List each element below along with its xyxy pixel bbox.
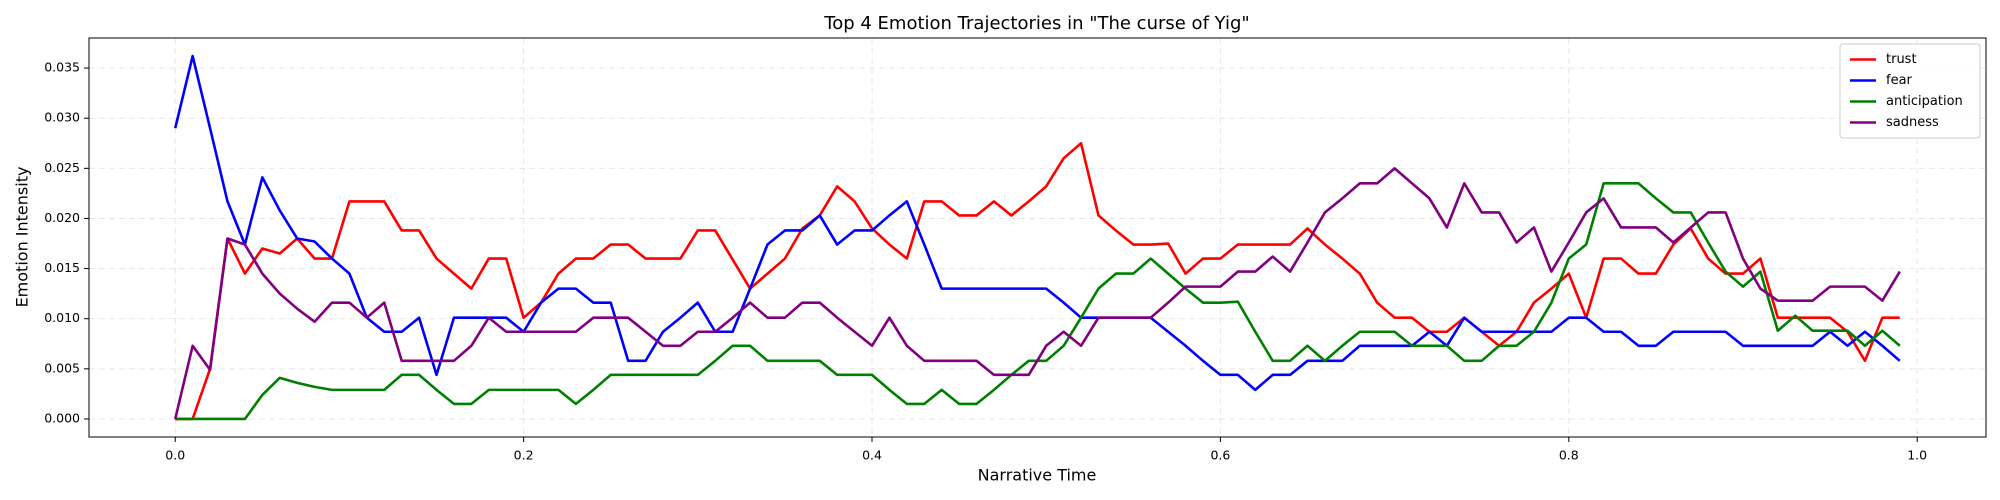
x-tick-label: 0.2 [514,448,534,463]
y-tick-label: 0.020 [44,210,80,225]
tick-layer: 0.0 0.2 0.4 0.6 0.8 1.0 0.000 0.005 0.010 0.015 0.… [44,60,1927,463]
series-line [173,167,1901,420]
axes-frame [88,37,1987,438]
y-axis-label: Emotion Intensity [13,167,32,308]
legend-label: trust [1886,52,1917,67]
y-tick-label: 0.005 [44,360,80,375]
legend-label: anticipation [1886,94,1963,109]
y-tick-label: 0.030 [44,110,80,125]
legend-box [1839,43,1981,139]
series-line [175,141,1900,421]
x-tick-label: 0.8 [1559,448,1579,463]
y-tick-label: 0.000 [44,410,80,425]
x-tick-label: 0.0 [165,448,185,463]
y-tick-label: 0.015 [44,260,80,275]
chart-title: Top 4 Emotion Trajectories in "The curse… [823,13,1249,34]
legend: trust fear anticipation sadness [1839,43,1981,139]
series-line [173,54,1901,392]
x-axis-label: Narrative Time [978,466,1097,485]
y-tick-label: 0.025 [44,160,80,175]
x-tick-label: 0.6 [1210,448,1230,463]
line-layer [173,54,1901,421]
grid-layer [89,38,1986,437]
y-tick-label: 0.035 [44,60,80,75]
legend-label: fear [1886,73,1913,88]
legend-label: sadness [1886,115,1939,130]
y-tick-label: 0.010 [44,310,80,325]
x-tick-label: 0.4 [862,448,882,463]
x-tick-label: 1.0 [1907,448,1927,463]
